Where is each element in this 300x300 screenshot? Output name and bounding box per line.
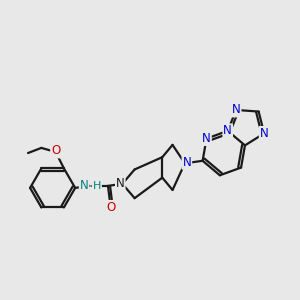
Text: O: O — [106, 201, 116, 214]
Text: H: H — [93, 181, 101, 191]
Text: N: N — [182, 156, 191, 169]
Text: N: N — [80, 179, 88, 192]
Text: N: N — [260, 127, 268, 140]
Text: N: N — [116, 177, 125, 190]
Text: N: N — [202, 132, 211, 145]
Text: N: N — [232, 103, 241, 116]
Text: N: N — [223, 124, 232, 137]
Text: O: O — [51, 145, 60, 158]
